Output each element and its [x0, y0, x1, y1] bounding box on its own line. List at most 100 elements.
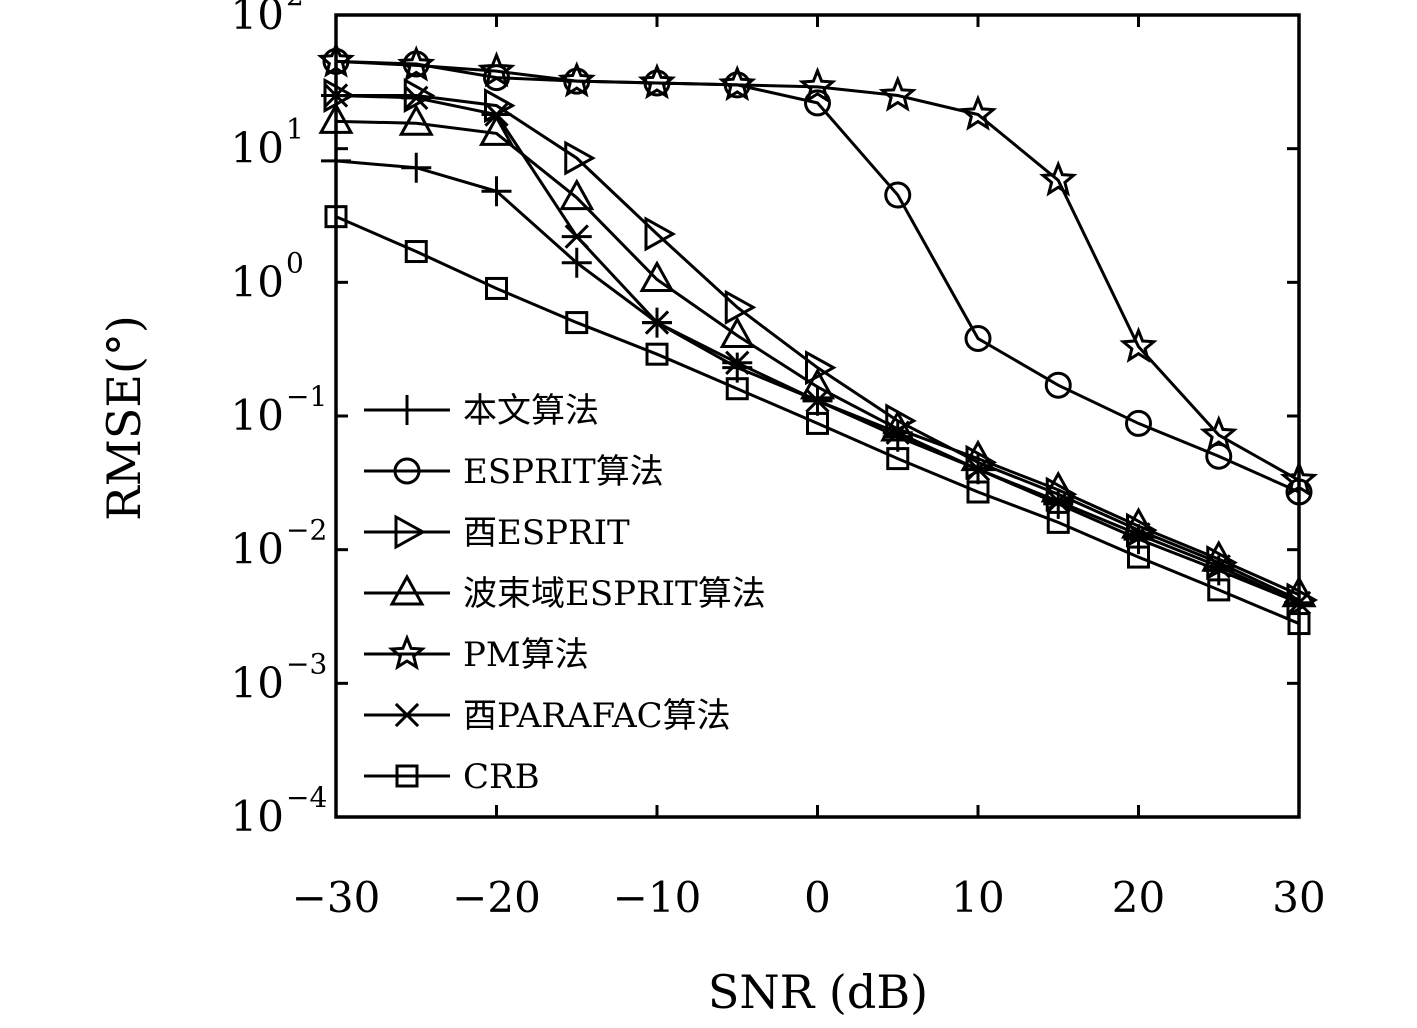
x-tick-label: 20	[1112, 873, 1165, 922]
y-tick-exponent: −2	[286, 514, 327, 547]
legend-marker	[389, 573, 425, 606]
data-point-2-3	[564, 140, 596, 176]
legend-label: 酉ESPRIT	[463, 513, 630, 553]
data-point-6-2	[485, 276, 508, 300]
y-tick-label: 10	[231, 124, 284, 173]
data-point-2-1	[403, 77, 436, 114]
data-point-6-3	[565, 311, 589, 335]
series-layer	[316, 41, 1319, 636]
data-point-6-11	[1207, 578, 1231, 602]
data-point-1-9	[1044, 371, 1072, 399]
data-point-2-4	[644, 216, 677, 252]
x-tick-label: 10	[951, 873, 1004, 922]
series-6	[324, 205, 1311, 636]
y-tick-exponent: −4	[286, 781, 327, 814]
x-tick-label: 30	[1272, 873, 1325, 922]
data-point-3-5	[719, 316, 755, 349]
y-axis-label: RMSE(°)	[97, 315, 151, 521]
data-point-5-5	[722, 350, 753, 375]
data-point-5-7	[882, 420, 913, 445]
data-point-4-8	[958, 94, 998, 131]
legend-marker	[387, 633, 427, 671]
data-point-4-10	[1119, 326, 1158, 363]
data-point-1-11	[1205, 442, 1233, 470]
legend-marker	[392, 395, 422, 425]
legend-label: ESPRIT算法	[463, 452, 664, 492]
data-point-4-4	[637, 62, 677, 100]
data-point-6-8	[966, 480, 990, 504]
data-point-6-9	[1046, 510, 1070, 534]
legend-entry-5: 酉PARAFAC算法	[364, 696, 731, 736]
legend-entry-3: 波束域ESPRIT算法	[364, 573, 766, 614]
legend-marker	[395, 764, 419, 788]
series-line-3	[335, 119, 1300, 597]
legend-label: PM算法	[463, 635, 589, 675]
legend-marker	[394, 514, 427, 550]
legend-entry-2: 酉ESPRIT	[364, 513, 630, 553]
y-tick-exponent: 0	[286, 246, 304, 279]
data-point-0-2	[481, 176, 512, 207]
data-point-1-8	[964, 325, 992, 353]
data-point-6-5	[725, 377, 749, 401]
data-point-4-1	[397, 45, 436, 82]
series-5	[321, 83, 1314, 616]
legend-entry-0: 本文算法	[364, 391, 599, 431]
data-point-6-7	[886, 447, 910, 471]
data-point-3-3	[559, 178, 595, 211]
series-line-4	[335, 59, 1300, 482]
data-point-5-11	[1203, 554, 1234, 579]
x-tick-label: −30	[292, 873, 381, 922]
data-point-0-1	[401, 152, 432, 183]
data-point-6-4	[645, 342, 669, 366]
data-point-5-6	[802, 388, 833, 413]
series-4	[316, 41, 1319, 497]
data-point-5-10	[1123, 522, 1154, 547]
y-tick-label: 10	[231, 525, 284, 574]
data-point-5-9	[1043, 489, 1074, 514]
data-point-3-4	[639, 260, 675, 293]
data-point-2-5	[724, 289, 757, 325]
data-point-4-2	[477, 51, 516, 88]
data-point-4-6	[798, 66, 837, 104]
data-point-6-6	[806, 411, 829, 435]
series-line-2	[336, 93, 1300, 602]
legend-entry-4: PM算法	[364, 633, 589, 675]
legend-marker	[393, 457, 421, 485]
data-point-1-6	[804, 89, 831, 117]
data-point-1-7	[884, 181, 912, 209]
y-tick-label: 10	[231, 658, 284, 707]
legend-label: 本文算法	[463, 391, 599, 431]
x-tick-label: 0	[804, 873, 831, 922]
y-tick-exponent: 1	[286, 113, 304, 146]
data-point-5-8	[963, 457, 993, 482]
data-point-3-6	[799, 367, 836, 400]
data-point-3-1	[398, 104, 434, 136]
x-axis-label: SNR (dB)	[708, 965, 928, 1019]
data-point-6-1	[404, 240, 428, 264]
data-point-0-3	[561, 247, 592, 278]
y-tick-exponent: −1	[286, 380, 327, 413]
y-tick-exponent: 2	[286, 0, 304, 12]
data-point-5-3	[561, 224, 592, 249]
legend-label: 酉PARAFAC算法	[463, 696, 731, 736]
data-point-3-2	[478, 114, 515, 146]
axis-layer: −30−20−10010203010210110010−110−210−310−…	[231, 0, 1326, 922]
x-tick-label: −20	[452, 873, 541, 922]
data-point-3-11	[1201, 540, 1237, 572]
x-tick-label: −10	[613, 873, 702, 922]
legend-label: 波束域ESPRIT算法	[463, 574, 766, 614]
data-point-5-2	[481, 102, 512, 127]
y-tick-label: 10	[231, 257, 284, 306]
data-point-6-10	[1127, 545, 1150, 569]
data-point-4-9	[1039, 160, 1078, 197]
data-point-1-10	[1125, 409, 1152, 437]
legend-entry-6: CRB	[364, 757, 540, 797]
data-point-5-4	[642, 310, 672, 335]
legend-label: CRB	[463, 757, 540, 797]
y-tick-label: 10	[231, 792, 284, 841]
legend-marker	[392, 702, 422, 728]
data-point-4-7	[878, 75, 917, 112]
series-line-6	[335, 215, 1300, 625]
